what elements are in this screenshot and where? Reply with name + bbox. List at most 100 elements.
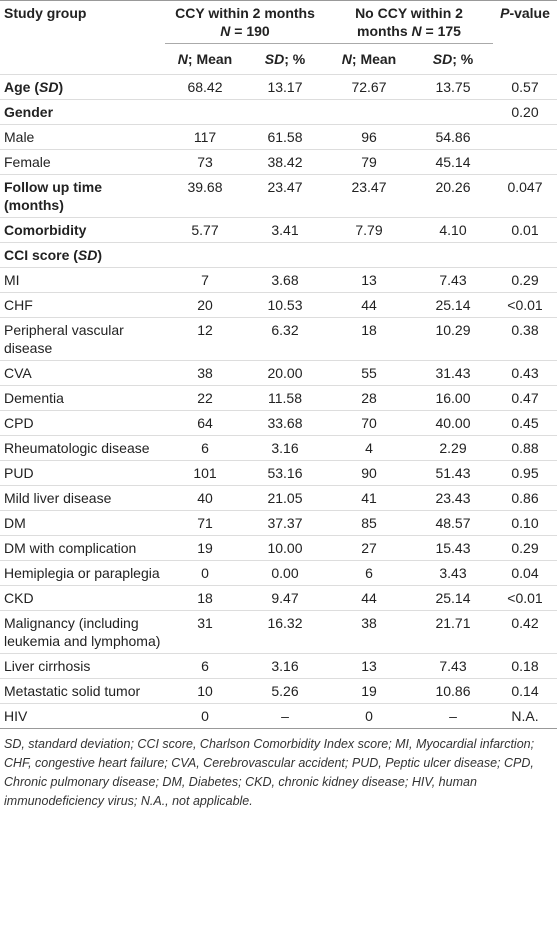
row-label-cell: Male — [0, 124, 165, 150]
header-text: -value — [509, 5, 550, 21]
cell-value: 23.47 — [351, 179, 387, 195]
cell-value: 0.20 — [511, 104, 539, 120]
table-cell: 0.45 — [493, 410, 557, 436]
cell-value: 73 — [197, 154, 213, 170]
table-cell: 13.17 — [245, 74, 325, 100]
table-cell: 13 — [325, 653, 413, 679]
cell-value: 45.14 — [435, 154, 471, 170]
cell-value: 19 — [361, 683, 377, 699]
cell-value: 0.38 — [511, 322, 539, 338]
cell-value: 70 — [361, 415, 377, 431]
table-cell — [413, 99, 493, 125]
row-label: Gender — [4, 104, 54, 120]
cell-value: 0.29 — [511, 272, 539, 288]
cell-value: 25.14 — [435, 297, 471, 313]
table-cell: 0.57 — [493, 74, 557, 100]
cell-value: 10.29 — [435, 322, 471, 338]
header-text: N — [220, 23, 231, 39]
table-cell: 31 — [165, 610, 245, 654]
cell-value: 7 — [201, 272, 209, 288]
cell-value: – — [281, 708, 289, 724]
table-cell: 2.29 — [413, 435, 493, 461]
table-cell: N.A. — [493, 703, 557, 729]
row-label: ) — [97, 247, 103, 263]
table-row: HIV 0 – 0 – N.A. — [0, 703, 557, 729]
cell-value: 7.43 — [439, 658, 467, 674]
table-cell: 25.14 — [413, 292, 493, 318]
row-label: CKD — [4, 590, 34, 606]
table-row: Dementia 22 11.58 28 16.00 0.47 — [0, 385, 557, 411]
cell-value: 0.88 — [511, 440, 539, 456]
table-cell: 0.95 — [493, 460, 557, 486]
cell-value: 41 — [361, 490, 377, 506]
table-cell: 79 — [325, 149, 413, 175]
cell-value: 16.32 — [267, 615, 303, 631]
table-cell: <0.01 — [493, 292, 557, 318]
row-label-cell: CPD — [0, 410, 165, 436]
cell-value: 0.47 — [511, 390, 539, 406]
table-cell: 72.67 — [325, 74, 413, 100]
header-cell: Study group — [0, 1, 165, 44]
row-label: Dementia — [4, 390, 64, 406]
table-body: Age (SD) 68.42 13.17 72.67 13.75 0.57 Gender 0.… — [0, 74, 557, 729]
table-cell: 19 — [165, 535, 245, 561]
table-cell: 5.77 — [165, 217, 245, 243]
table-cell: 70 — [325, 410, 413, 436]
table-cell: – — [413, 703, 493, 729]
cell-value: <0.01 — [507, 297, 543, 313]
table-cell: 18 — [325, 317, 413, 361]
cell-value: 19 — [197, 540, 213, 556]
table-row: Age (SD) 68.42 13.17 72.67 13.75 0.57 — [0, 74, 557, 100]
row-label: CVA — [4, 365, 32, 381]
table-cell: 0.18 — [493, 653, 557, 679]
row-label: Male — [4, 129, 35, 145]
cell-value: 0.00 — [271, 565, 299, 581]
table-cell: 18 — [165, 585, 245, 611]
row-label-cell: Mild liver disease — [0, 485, 165, 511]
header-cell: N; Mean — [165, 44, 245, 75]
table-cell: 7.43 — [413, 267, 493, 293]
cell-value: 3.41 — [271, 222, 299, 238]
table-row: PUD 101 53.16 90 51.43 0.95 — [0, 460, 557, 486]
cell-value: 101 — [193, 465, 217, 481]
table-cell: 96 — [325, 124, 413, 150]
cell-value: 0.45 — [511, 415, 539, 431]
table-cell — [325, 99, 413, 125]
table-cell: 19 — [325, 678, 413, 704]
cell-value: 44 — [361, 297, 377, 313]
table-cell: 6 — [325, 560, 413, 586]
row-label: Comorbidity — [4, 222, 87, 238]
table-row: Metastatic solid tumor 10 5.26 19 10.86 0.14 — [0, 678, 557, 704]
table-cell: <0.01 — [493, 585, 557, 611]
table-cell: 3.16 — [245, 653, 325, 679]
table-cell: 0.43 — [493, 360, 557, 386]
table-cell — [493, 124, 557, 150]
table-cell: 53.16 — [245, 460, 325, 486]
table-cell: 0.29 — [493, 535, 557, 561]
table-cell: 23.47 — [245, 174, 325, 218]
table-cell: 3.43 — [413, 560, 493, 586]
table-cell — [245, 99, 325, 125]
header-cell: P-value — [493, 1, 557, 44]
table-cell: 38.42 — [245, 149, 325, 175]
table-cell: 7 — [165, 267, 245, 293]
table-row: Comorbidity 5.77 3.41 7.79 4.10 0.01 — [0, 217, 557, 243]
table-cell: 31.43 — [413, 360, 493, 386]
table-row: DM 71 37.37 85 48.57 0.10 — [0, 510, 557, 536]
row-label: ) — [58, 79, 64, 95]
cell-value: 27 — [361, 540, 377, 556]
row-label-cell: Hemiplegia or paraplegia — [0, 560, 165, 586]
cell-value: 90 — [361, 465, 377, 481]
table-cell: 3.16 — [245, 435, 325, 461]
row-label: MI — [4, 272, 20, 288]
table-cell: 85 — [325, 510, 413, 536]
table-cell: 33.68 — [245, 410, 325, 436]
table-row: CVA 38 20.00 55 31.43 0.43 — [0, 360, 557, 386]
cell-value: 54.86 — [435, 129, 471, 145]
table-cell: 13.75 — [413, 74, 493, 100]
table-cell: 40 — [165, 485, 245, 511]
row-label: Age ( — [4, 79, 39, 95]
row-label-cell: Peripheral vascular disease — [0, 317, 165, 361]
row-label: HIV — [4, 708, 28, 724]
data-table: Study group CCY within 2 months N = 190 … — [0, 0, 557, 729]
